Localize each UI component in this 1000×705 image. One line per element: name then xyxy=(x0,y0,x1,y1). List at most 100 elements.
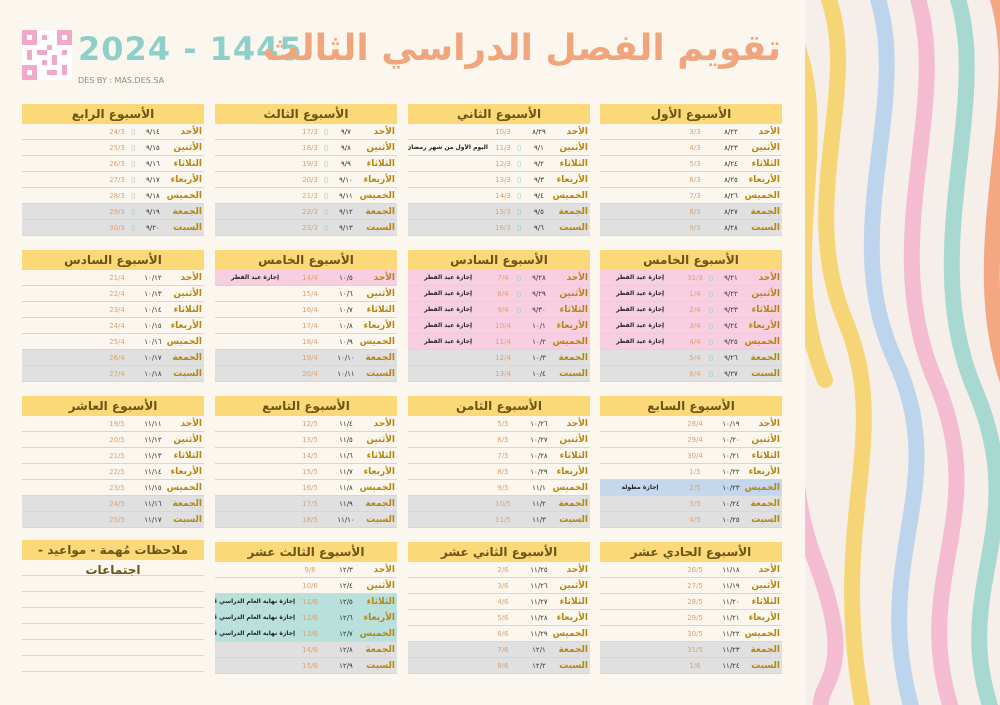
week-card: الأسبوع الرابع الأحد ٩/١٤ ▯ 24/3 الأثنين ٩/١٥ ▯… xyxy=(22,104,204,236)
day-row: الجمعة ١١/١٦ 24/5 xyxy=(22,496,204,512)
week-card: الأسبوع الثالث عشر الأحد ١٢/٣ 9/6 الأثنين ١٢/… xyxy=(215,542,397,674)
hijri-date: ١٢/٩ xyxy=(339,661,353,670)
hijri-date: ١٠/٤ xyxy=(532,369,546,378)
gregorian-date: 14/4 xyxy=(302,273,318,282)
gregorian-date: 22/4 xyxy=(109,289,125,298)
hijri-date: ١٠/٢١ xyxy=(722,451,740,460)
gregorian-date: 23/4 xyxy=(109,305,125,314)
day-row: الثلاثاء ٩/١٦ ▯ 26/3 xyxy=(22,156,204,172)
gregorian-date: 29/3 xyxy=(109,207,125,216)
week-card: الأسبوع الحادي عشر الأحد ١١/١٨ 26/5 الأثنين ١… xyxy=(600,542,782,674)
gregorian-date: 13/4 xyxy=(495,369,511,378)
lantern-icon: ▯ xyxy=(131,175,135,184)
gregorian-date: 26/4 xyxy=(109,353,125,362)
day-row: الخميس ١٠/٩ 18/4 xyxy=(215,334,397,350)
day-name: الأربعاء xyxy=(363,466,395,477)
note-line[interactable] xyxy=(22,608,204,624)
gregorian-date: 19/4 xyxy=(302,353,318,362)
day-name: الأثنين xyxy=(751,142,780,153)
note-line[interactable] xyxy=(22,656,204,672)
day-row: الثلاثاء ٩/٩ ▯ 19/3 xyxy=(215,156,397,172)
note-line[interactable] xyxy=(22,576,204,592)
day-row: الجمعة ٩/١٢ ▯ 22/3 xyxy=(215,204,397,220)
day-row: الأحد ٨/٢٩ 10/3 xyxy=(408,124,590,140)
day-row: الأربعاء ١١/٧ 15/5 xyxy=(215,464,397,480)
note-line[interactable] xyxy=(22,624,204,640)
day-name: الأربعاء xyxy=(748,466,780,477)
day-row: الثلاثاء ١٠/١٤ 23/4 xyxy=(22,302,204,318)
day-name: الخميس xyxy=(359,190,395,201)
day-name: الجمعة xyxy=(750,644,780,655)
gregorian-date: 5/5 xyxy=(497,419,509,428)
day-row: الأحد ١١/٤ 12/5 xyxy=(215,416,397,432)
day-row: الجمعة ١٠/١٧ 26/4 xyxy=(22,350,204,366)
day-row: الخميس ٩/٤ ▯ 14/3 xyxy=(408,188,590,204)
day-name: الثلاثاء xyxy=(559,304,588,315)
day-name: السبت xyxy=(559,514,588,525)
gregorian-date: 18/3 xyxy=(302,143,318,152)
hijri-date: ١١/٧ xyxy=(339,467,353,476)
hijri-date: ١٠/٢٥ xyxy=(722,515,740,524)
day-name: الخميس xyxy=(552,482,588,493)
lantern-icon: ▯ xyxy=(324,159,328,168)
day-name: الجمعة xyxy=(558,498,588,509)
day-row: الأثنين ١١/٢٦ 3/6 xyxy=(408,578,590,594)
day-name: السبت xyxy=(173,222,202,233)
designer-credit: DES BY : MAS.DES.SA xyxy=(78,76,165,85)
hijri-date: ١٠/٥ xyxy=(339,273,353,282)
hijri-date: ١٢/٤ xyxy=(339,581,353,590)
gregorian-date: 29/5 xyxy=(687,613,703,622)
week-card: الأسبوع السادس الأحد ١٠/١٢ 21/4 الأثنين ١٠/١٣… xyxy=(22,250,204,382)
hijri-date: ١٠/٢٩ xyxy=(530,467,548,476)
hijri-date: ١٢/٦ xyxy=(339,613,353,622)
day-name: الجمعة xyxy=(365,498,395,509)
note-line[interactable] xyxy=(22,560,204,576)
hijri-date: ١١/١٧ xyxy=(144,515,162,524)
gregorian-date: 7/6 xyxy=(497,645,509,654)
gregorian-date: 12/4 xyxy=(495,353,511,362)
notes-box: ملاحظات مُهمة - مواعيد - اجتماعات xyxy=(22,540,204,672)
lantern-icon: ▯ xyxy=(517,223,521,232)
day-name: السبت xyxy=(751,368,780,379)
day-note: إجازة عيد الفطر xyxy=(423,274,473,281)
hijri-date: ١٢/٥ xyxy=(339,597,353,606)
day-name: الخميس xyxy=(552,336,588,347)
gregorian-date: 20/4 xyxy=(302,369,318,378)
hijri-date: ٩/٢٠ xyxy=(146,223,160,232)
day-row: الأربعاء ٩/١٧ ▯ 27/3 xyxy=(22,172,204,188)
gregorian-date: 30/5 xyxy=(687,629,703,638)
day-name: الأحد xyxy=(373,564,395,575)
day-row: الأحد ١٠/٢٦ 5/5 xyxy=(408,416,590,432)
gregorian-date: 16/4 xyxy=(302,305,318,314)
gregorian-date: 15/3 xyxy=(495,207,511,216)
gregorian-date: 18/4 xyxy=(302,337,318,346)
day-name: الأربعاء xyxy=(556,612,588,623)
day-name: الأربعاء xyxy=(363,612,395,623)
hijri-date: ١٠/٢٣ xyxy=(722,483,740,492)
day-name: الخميس xyxy=(166,336,202,347)
day-row: الأربعاء ٨/٢٥ 6/3 xyxy=(600,172,782,188)
day-name: الثلاثاء xyxy=(559,158,588,169)
hijri-date: ١٠/٢٠ xyxy=(722,435,740,444)
hijri-date: ٩/١٧ xyxy=(146,175,160,184)
day-name: الأحد xyxy=(758,126,780,137)
day-name: الأحد xyxy=(180,418,202,429)
day-name: السبت xyxy=(173,514,202,525)
gregorian-date: 12/5 xyxy=(302,419,318,428)
gregorian-date: 7/5 xyxy=(497,451,509,460)
note-line[interactable] xyxy=(22,592,204,608)
day-name: الأثنين xyxy=(173,434,202,445)
day-name: الجمعة xyxy=(365,644,395,655)
day-row: الأحد ٨/٢٢ 3/3 xyxy=(600,124,782,140)
day-row: الخميس ١١/٨ 16/5 xyxy=(215,480,397,496)
gregorian-date: 19/5 xyxy=(109,419,125,428)
day-name: الأثنين xyxy=(751,434,780,445)
gregorian-date: 4/5 xyxy=(689,515,701,524)
week-title: الأسبوع السادس xyxy=(22,250,204,270)
day-name: الخميس xyxy=(359,482,395,493)
day-note: إجازة عيد الفطر xyxy=(423,306,473,313)
gregorian-date: 14/3 xyxy=(495,191,511,200)
hijri-date: ١٠/١٩ xyxy=(722,419,740,428)
note-line[interactable] xyxy=(22,640,204,656)
gregorian-date: 28/4 xyxy=(687,419,703,428)
